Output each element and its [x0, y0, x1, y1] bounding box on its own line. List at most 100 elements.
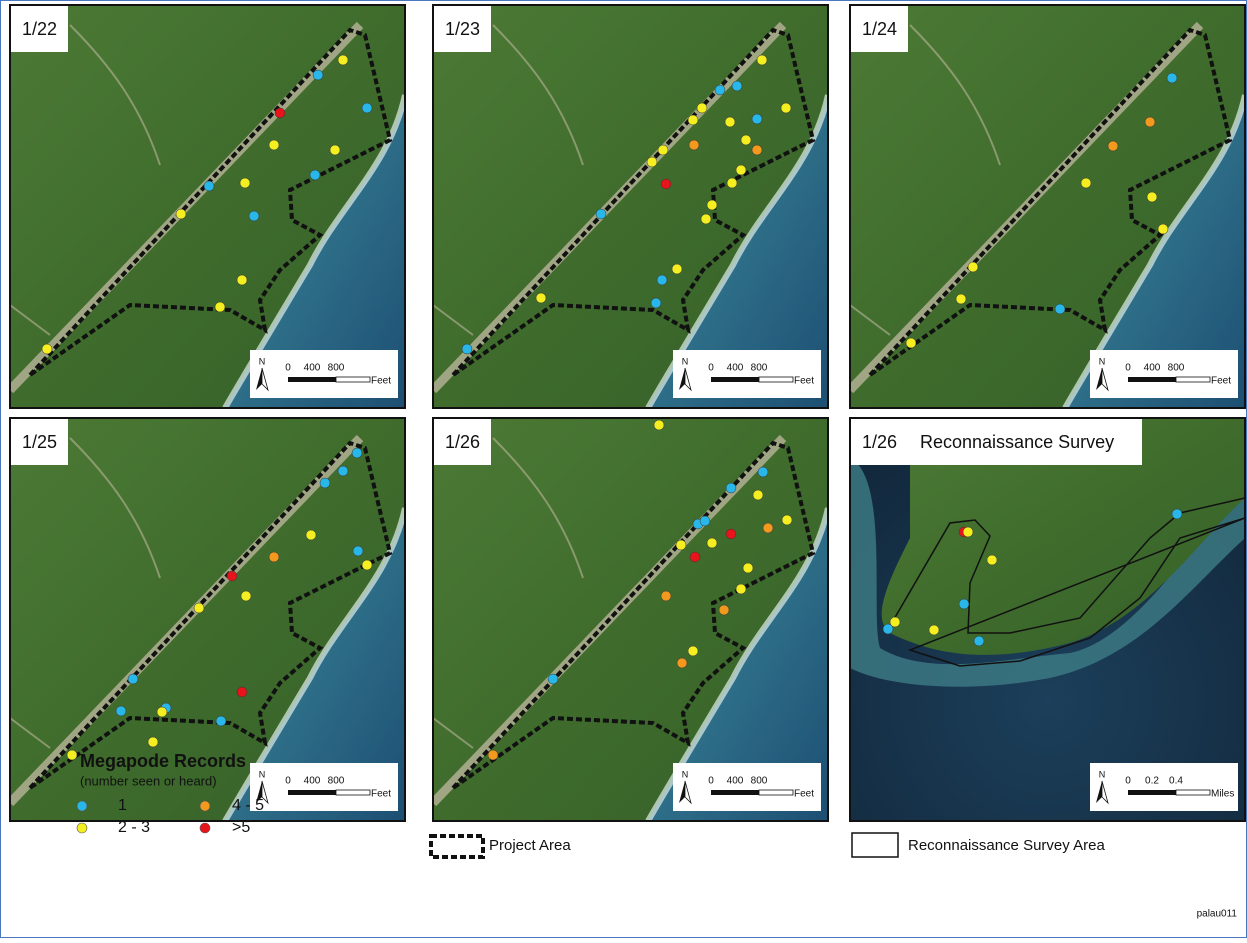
scale-white [335, 376, 371, 383]
scale-tick: 400 [727, 363, 744, 374]
survey-area-swatch [851, 832, 899, 858]
record-dot [461, 343, 473, 355]
scale-tick: 0 [285, 776, 291, 787]
panel-label: 1/23 [445, 19, 480, 39]
map-panel: 1/23 N 0 400 800 Feet [432, 4, 829, 409]
record-dot [337, 54, 349, 66]
scale-box [250, 350, 398, 398]
record-dot [337, 465, 349, 477]
map-panel: 1/26 Reconnaissance Survey N 0 0.2 0.4 Miles [849, 417, 1246, 822]
record-dot [1054, 303, 1066, 315]
label-box [850, 418, 1142, 465]
sea [225, 95, 405, 408]
scale-box [250, 763, 398, 811]
record-dot [689, 551, 701, 563]
map-image [850, 5, 1245, 408]
north-arrow-r [261, 367, 269, 392]
record-dot [361, 102, 373, 114]
scale-black [288, 790, 336, 795]
record-dot [751, 113, 763, 125]
record-dot [973, 635, 985, 647]
scale-black [1128, 790, 1176, 795]
record-dot [535, 292, 547, 304]
north-label: N [682, 769, 689, 779]
scale-tick: 0 [1125, 776, 1131, 787]
panel-label: 1/26 [862, 432, 897, 452]
record-dot [725, 528, 737, 540]
sea [225, 508, 405, 821]
record-dot [656, 274, 668, 286]
panel-label: 1/24 [862, 19, 897, 39]
map-panel: 1/26 N 0 400 800 Feet [432, 417, 829, 822]
record-dot [756, 54, 768, 66]
record-dot [547, 673, 559, 685]
record-dot [735, 164, 747, 176]
record-dot [742, 562, 754, 574]
record-dot [955, 293, 967, 305]
track [850, 24, 1001, 336]
record-dot [351, 447, 363, 459]
scale-tick: 0 [1125, 363, 1131, 374]
north-arrow-r [1101, 780, 1109, 805]
track [433, 437, 584, 749]
record-dot [751, 144, 763, 156]
scale-black [288, 377, 336, 382]
record-dot [660, 590, 672, 602]
record-dot [967, 261, 979, 273]
record-dot [653, 419, 665, 431]
record-dot [236, 686, 248, 698]
scale-bar: N 0 400 800 Feet [250, 350, 398, 398]
record-dot [781, 514, 793, 526]
scale-unit: Feet [1211, 376, 1231, 387]
map-image [10, 5, 405, 408]
scale-unit: Feet [794, 789, 814, 800]
record-dot [66, 749, 78, 761]
north-arrow [256, 368, 262, 390]
record-dot [115, 705, 127, 717]
scale-unit: Miles [1211, 789, 1234, 800]
record-dot [780, 102, 792, 114]
record-dot [1080, 177, 1092, 189]
record-dot [962, 526, 974, 538]
record-dot [352, 545, 364, 557]
record-dot [1107, 140, 1119, 152]
record-dot [239, 177, 251, 189]
scale-tick: 0 [708, 776, 714, 787]
record-dot [203, 180, 215, 192]
record-dot [752, 489, 764, 501]
record-dot [1171, 508, 1183, 520]
north-arrow-r [684, 780, 692, 805]
project-area-swatch [429, 834, 485, 859]
north-label: N [259, 769, 266, 779]
north-arrow [256, 781, 262, 803]
panel-label: 1/22 [22, 19, 57, 39]
record-dot [928, 624, 940, 636]
legend-dot [76, 822, 88, 834]
scale-black [1128, 377, 1176, 382]
scale-unit: Feet [794, 376, 814, 387]
scale-tick: 0 [708, 363, 714, 374]
record-dot [1146, 191, 1158, 203]
scale-box [673, 350, 821, 398]
map-image [433, 5, 828, 408]
legend-label: 4 - 5 [232, 797, 264, 814]
track [10, 24, 161, 336]
scale-unit: Feet [371, 789, 391, 800]
project-area-label: Project Area [489, 837, 571, 854]
record-dot [889, 616, 901, 628]
record-dot [718, 604, 730, 616]
map-panel: 1/22 N 0 400 800 Feet [9, 4, 406, 409]
record-dot [1144, 116, 1156, 128]
survey-area [889, 497, 1245, 667]
panel-border [432, 417, 829, 822]
scale-unit: Feet [371, 376, 391, 387]
panel-border [9, 417, 406, 822]
record-dot [147, 736, 159, 748]
record-dot [688, 139, 700, 151]
panel-border [849, 4, 1246, 409]
north-arrow-r [684, 367, 692, 392]
project-area [28, 440, 393, 790]
record-dot [175, 208, 187, 220]
record-dot [735, 583, 747, 595]
